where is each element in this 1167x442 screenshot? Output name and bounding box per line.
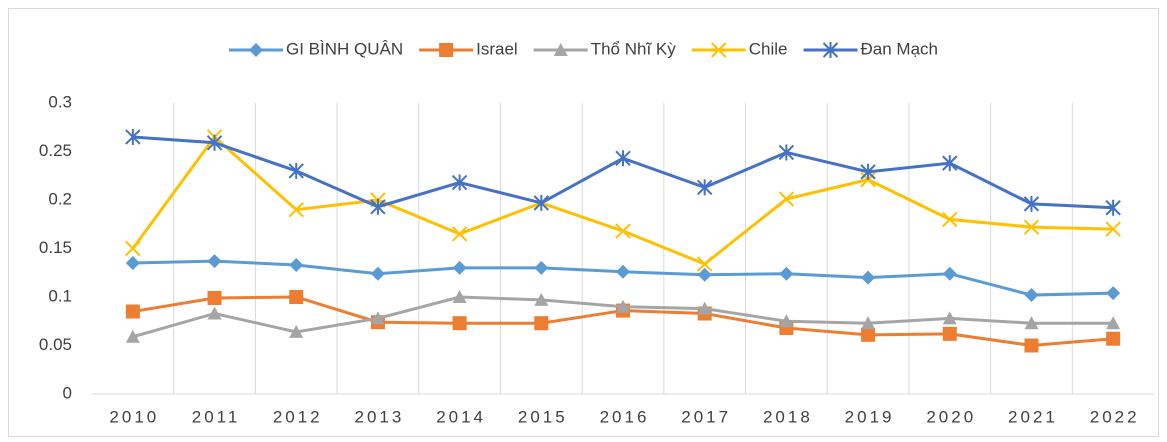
marker (1024, 338, 1039, 353)
marker (534, 260, 549, 275)
marker (942, 211, 958, 228)
y-tick-label: 0 (63, 383, 72, 402)
x-tick-label: 2016 (600, 407, 650, 426)
marker (125, 256, 140, 271)
marker (125, 128, 141, 145)
marker (534, 292, 549, 306)
marker (1024, 316, 1039, 330)
marker (553, 43, 568, 56)
x-tick-label: 2010 (109, 407, 159, 426)
marker (942, 326, 957, 341)
marker (1105, 221, 1121, 237)
marker (1023, 195, 1040, 212)
marker (1024, 288, 1039, 303)
marker (616, 299, 630, 313)
legend-label: Israel (476, 39, 518, 58)
marker (615, 223, 631, 239)
marker (942, 266, 957, 281)
y-tick-label: 0.25 (39, 141, 72, 160)
marker (452, 316, 467, 331)
marker (779, 314, 794, 328)
x-tick-label: 2015 (518, 407, 568, 426)
legend-item: Chile (691, 39, 788, 58)
marker (289, 324, 304, 338)
marker (1106, 286, 1121, 301)
marker (861, 327, 876, 342)
x-tick-label: 2019 (845, 407, 895, 426)
marker (207, 254, 222, 269)
marker (452, 290, 467, 303)
x-tick-label: 2012 (273, 407, 323, 426)
legend-item: GI BÌNH QUÂN (229, 39, 403, 58)
legend-label: Thổ Nhĩ Kỳ (591, 39, 677, 58)
marker (452, 260, 467, 275)
marker (1106, 316, 1121, 330)
marker (696, 256, 713, 272)
marker (207, 290, 222, 305)
y-tick-label: 0.15 (39, 238, 72, 257)
marker (125, 304, 140, 319)
legend-item: Israel (419, 39, 518, 58)
marker (370, 266, 385, 281)
marker (861, 316, 876, 330)
marker (615, 150, 631, 167)
x-tick-label: 2017 (681, 407, 731, 426)
y-tick-label: 0.1 (48, 286, 72, 305)
marker (451, 226, 468, 242)
marker (697, 301, 712, 315)
marker (451, 174, 468, 191)
marker (1106, 331, 1121, 346)
marker (125, 329, 140, 343)
marker (288, 162, 304, 179)
y-tick-label: 0.2 (48, 189, 72, 208)
x-tick-label: 2022 (1090, 407, 1140, 426)
legend-item: Đan Mạch (803, 39, 938, 58)
marker (779, 266, 794, 281)
legend-label: Chile (749, 39, 788, 58)
marker (1023, 219, 1040, 235)
x-tick-label: 2020 (926, 407, 976, 426)
marker (1105, 199, 1121, 216)
marker (942, 155, 958, 172)
x-tick-label: 2018 (763, 407, 813, 426)
marker (249, 43, 264, 57)
legend-item: Thổ Nhĩ Kỳ (533, 39, 677, 58)
marker (125, 240, 141, 257)
marker (616, 264, 630, 279)
legend-label: Đan Mạch (861, 39, 938, 58)
legend: GI BÌNH QUÂN Israel Thổ Nhĩ Kỳ Chile Đan Mạc… (229, 39, 938, 58)
y-tick-label: 0.05 (39, 335, 72, 354)
marker (696, 179, 713, 196)
y-tick-label: 0.3 (48, 92, 72, 111)
marker (533, 194, 550, 211)
x-tick-label: 2014 (436, 407, 486, 426)
marker (860, 163, 876, 180)
marker (206, 134, 223, 151)
marker (711, 42, 727, 58)
marker (861, 270, 876, 285)
marker (778, 191, 795, 207)
marker (370, 311, 385, 325)
x-tick-label: 2013 (355, 407, 405, 426)
marker (778, 144, 795, 161)
x-tick-label: 2021 (1008, 407, 1058, 426)
marker (534, 316, 549, 331)
marker (289, 290, 304, 304)
x-tick-label: 2011 (192, 407, 241, 426)
marker (942, 311, 957, 325)
marker (207, 306, 222, 320)
marker (370, 198, 386, 215)
marker (289, 257, 304, 272)
marker (822, 42, 839, 58)
marker (697, 267, 712, 282)
marker (288, 201, 304, 218)
legend-label: GI BÌNH QUÂN (286, 39, 403, 58)
marker (439, 43, 454, 57)
